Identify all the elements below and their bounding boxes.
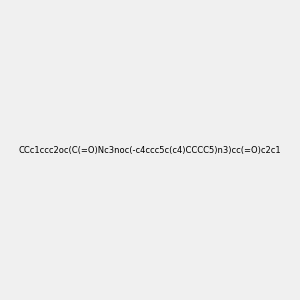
Text: CCc1ccc2oc(C(=O)Nc3noc(-c4ccc5c(c4)CCCC5)n3)cc(=O)c2c1: CCc1ccc2oc(C(=O)Nc3noc(-c4ccc5c(c4)CCCC5… [19,146,281,154]
